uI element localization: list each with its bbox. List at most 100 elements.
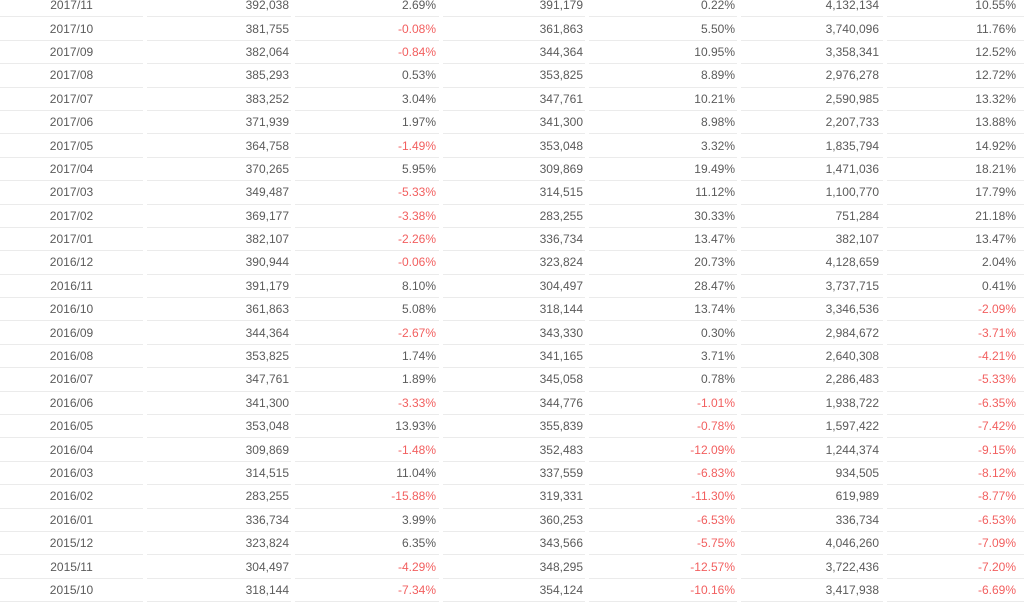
- cumulative-percent-cell: -5.33%: [887, 368, 1024, 392]
- mom-percent-cell: -0.06%: [295, 251, 439, 275]
- value-cell: 314,515: [147, 462, 291, 486]
- month-cell: 2016/07: [0, 368, 143, 392]
- value-b-cell: 314,515: [443, 181, 585, 205]
- cumulative-cell: 4,132,134: [741, 0, 883, 18]
- month-cell: 2015/11: [0, 555, 143, 579]
- month-cell: 2017/04: [0, 158, 143, 182]
- value-cell: 383,252: [147, 88, 291, 111]
- table-row: 2017/04 370,265 5.95% 309,869 19.49% 1,471,03…: [0, 158, 1024, 182]
- value-b-cell: 309,869: [443, 158, 585, 182]
- cumulative-percent-cell: -6.69%: [887, 579, 1024, 602]
- mom-percent-cell: 1.97%: [295, 111, 439, 135]
- cumulative-percent-cell: -6.53%: [887, 509, 1024, 532]
- mom-percent-cell: -3.38%: [295, 205, 439, 228]
- cumulative-percent-cell: -8.12%: [887, 462, 1024, 486]
- cumulative-percent-cell: 10.55%: [887, 0, 1024, 18]
- value-cell: 344,364: [147, 321, 291, 345]
- mom-percent-cell: -15.88%: [295, 485, 439, 509]
- cumulative-cell: 2,286,483: [741, 368, 883, 392]
- value-b-percent-cell: 20.73%: [589, 251, 737, 275]
- mom-percent-cell: 3.04%: [295, 88, 439, 111]
- cumulative-cell: 336,734: [741, 509, 883, 532]
- month-cell: 2016/01: [0, 509, 143, 532]
- mom-percent-cell: -2.67%: [295, 321, 439, 345]
- value-b-percent-cell: -12.09%: [589, 438, 737, 462]
- table-row: 2016/08 353,825 1.74% 341,165 3.71% 2,640,308…: [0, 345, 1024, 369]
- mom-percent-cell: 8.10%: [295, 275, 439, 299]
- month-cell: 2017/07: [0, 88, 143, 111]
- month-cell: 2017/10: [0, 17, 143, 41]
- value-b-percent-cell: 3.32%: [589, 134, 737, 158]
- month-cell: 2016/08: [0, 345, 143, 369]
- value-b-percent-cell: 10.21%: [589, 88, 737, 111]
- value-b-percent-cell: -6.83%: [589, 462, 737, 486]
- value-b-percent-cell: -1.01%: [589, 392, 737, 416]
- value-b-cell: 344,364: [443, 41, 585, 65]
- month-cell: 2016/06: [0, 392, 143, 416]
- value-b-percent-cell: -11.30%: [589, 485, 737, 509]
- value-cell: 390,944: [147, 251, 291, 275]
- value-cell: 369,177: [147, 205, 291, 228]
- month-cell: 2015/12: [0, 532, 143, 556]
- value-b-cell: 360,253: [443, 509, 585, 532]
- table-row: 2016/06 341,300 -3.33% 344,776 -1.01% 1,938,7…: [0, 392, 1024, 416]
- cumulative-percent-cell: 13.32%: [887, 88, 1024, 111]
- value-b-percent-cell: 0.30%: [589, 321, 737, 345]
- table-row: 2016/04 309,869 -1.48% 352,483 -12.09% 1,244,…: [0, 438, 1024, 462]
- mom-percent-cell: -4.29%: [295, 555, 439, 579]
- table-row: 2017/01 382,107 -2.26% 336,734 13.47% 382,107…: [0, 228, 1024, 252]
- value-cell: 353,048: [147, 415, 291, 439]
- month-cell: 2017/05: [0, 134, 143, 158]
- value-cell: 353,825: [147, 345, 291, 369]
- cumulative-cell: 1,244,374: [741, 438, 883, 462]
- table-row: 2016/03 314,515 11.04% 337,559 -6.83% 934,505…: [0, 462, 1024, 486]
- value-b-cell: 323,824: [443, 251, 585, 275]
- cumulative-cell: 619,989: [741, 485, 883, 509]
- cumulative-cell: 1,938,722: [741, 392, 883, 416]
- table-row: 2016/05 353,048 13.93% 355,839 -0.78% 1,597,4…: [0, 415, 1024, 439]
- cumulative-percent-cell: 2.04%: [887, 251, 1024, 275]
- value-b-cell: 354,124: [443, 579, 585, 602]
- month-cell: 2017/01: [0, 228, 143, 252]
- value-cell: 382,064: [147, 41, 291, 65]
- value-cell: 349,487: [147, 181, 291, 205]
- value-b-cell: 337,559: [443, 462, 585, 486]
- value-b-cell: 343,566: [443, 532, 585, 556]
- value-b-percent-cell: 13.74%: [589, 298, 737, 322]
- mom-percent-cell: -5.33%: [295, 181, 439, 205]
- cumulative-cell: 1,100,770: [741, 181, 883, 205]
- value-cell: 371,939: [147, 111, 291, 135]
- mom-percent-cell: 1.74%: [295, 345, 439, 369]
- value-cell: 323,824: [147, 532, 291, 556]
- table-row: 2015/10 318,144 -7.34% 354,124 -10.16% 3,417,…: [0, 579, 1024, 602]
- cumulative-cell: 3,417,938: [741, 579, 883, 602]
- cumulative-cell: 4,128,659: [741, 251, 883, 275]
- value-cell: 391,179: [147, 275, 291, 299]
- cumulative-cell: 1,835,794: [741, 134, 883, 158]
- table-row: 2017/03 349,487 -5.33% 314,515 11.12% 1,100,7…: [0, 181, 1024, 205]
- month-cell: 2017/09: [0, 41, 143, 65]
- value-cell: 382,107: [147, 228, 291, 252]
- cumulative-cell: 1,471,036: [741, 158, 883, 182]
- cumulative-cell: 3,722,436: [741, 555, 883, 579]
- mom-percent-cell: 6.35%: [295, 532, 439, 556]
- value-b-percent-cell: 3.71%: [589, 345, 737, 369]
- cumulative-percent-cell: -7.42%: [887, 415, 1024, 439]
- cumulative-percent-cell: 12.72%: [887, 64, 1024, 88]
- mom-percent-cell: 3.99%: [295, 509, 439, 532]
- value-b-cell: 391,179: [443, 0, 585, 18]
- cumulative-percent-cell: -8.77%: [887, 485, 1024, 509]
- mom-percent-cell: 5.08%: [295, 298, 439, 322]
- table-row: 2017/08 385,293 0.53% 353,825 8.89% 2,976,278…: [0, 64, 1024, 88]
- mom-percent-cell: -7.34%: [295, 579, 439, 602]
- cumulative-cell: 2,976,278: [741, 64, 883, 88]
- value-b-percent-cell: -0.78%: [589, 415, 737, 439]
- table-row: 2015/11 304,497 -4.29% 348,295 -12.57% 3,722,…: [0, 555, 1024, 579]
- table-row: 2017/11 392,038 2.69% 391,179 0.22% 4,132,134…: [0, 0, 1024, 18]
- value-b-cell: 352,483: [443, 438, 585, 462]
- month-cell: 2016/04: [0, 438, 143, 462]
- value-cell: 304,497: [147, 555, 291, 579]
- value-b-cell: 304,497: [443, 275, 585, 299]
- value-cell: 385,293: [147, 64, 291, 88]
